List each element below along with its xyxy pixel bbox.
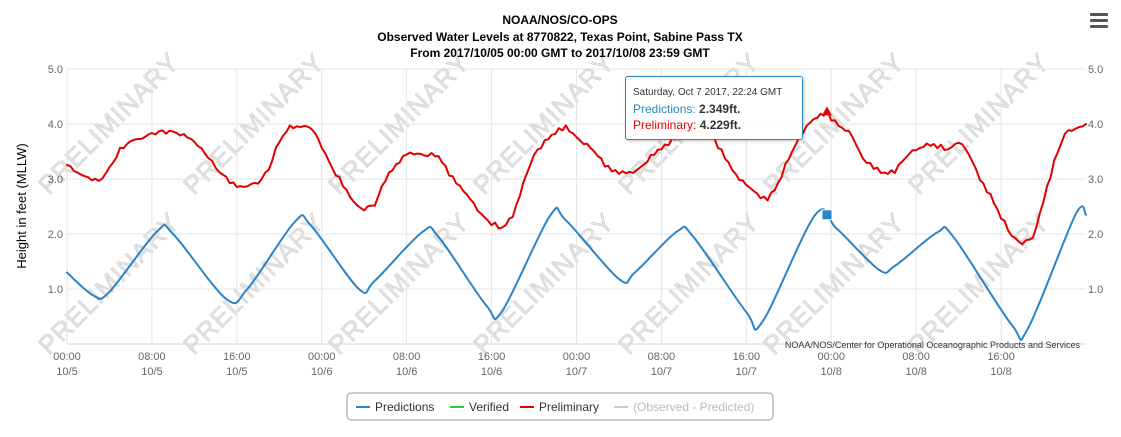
y-axis-label: Height in feet (MLLW) — [14, 143, 29, 268]
y-ticks-right: 5.0 4.0 3.0 2.0 1.0 — [1088, 64, 1103, 296]
y-tick-label-left: 4.0 — [48, 119, 63, 131]
x-tick-time: 08:00 — [138, 351, 166, 363]
legend-label: (Observed - Predicted) — [633, 400, 754, 414]
x-tick-date: 10/6 — [396, 366, 417, 378]
x-tick-date: 10/8 — [990, 366, 1011, 378]
legend-label: Predictions — [375, 400, 434, 414]
credits-text: NOAA/NOS/Center for Operational Oceanogr… — [785, 340, 1081, 350]
x-tick-time: 08:00 — [902, 351, 930, 363]
x-tick-time: 16:00 — [478, 351, 506, 363]
x-tick-time: 08:00 — [648, 351, 676, 363]
chart-subtitle-line2: From 2017/10/05 00:00 GMT to 2017/10/08 … — [410, 46, 710, 60]
watermark-text: PRELIMINARY — [757, 207, 910, 360]
legend-item-predictions[interactable]: Predictions — [356, 400, 434, 414]
predictions-hover-marker — [821, 209, 833, 221]
menu-bar-2 — [1090, 19, 1108, 22]
tooltip-predictions-value: 2.349ft. — [699, 102, 741, 116]
preliminary-hover-marker — [822, 106, 833, 116]
x-ticks: 00:00 10/5 08:00 10/5 16:00 10/5 00:00 10/6 08:0… — [53, 351, 1015, 378]
y-ticks-left: 5.0 4.0 3.0 2.0 1.0 — [48, 64, 63, 296]
legend: Predictions Verified Preliminary (Observed … — [346, 392, 774, 421]
series-line-preliminary — [66, 108, 1087, 246]
x-tick-time: 16:00 — [733, 351, 761, 363]
chart-subtitle-line1: Observed Water Levels at 8770822, Texas … — [377, 30, 743, 44]
chart-title: NOAA/NOS/CO-OPS — [502, 13, 617, 27]
y-tick-label-right: 2.0 — [1088, 229, 1103, 241]
x-tick-date: 10/7 — [566, 366, 587, 378]
y-tick-label-right: 1.0 — [1088, 284, 1103, 296]
x-tick-date: 10/8 — [905, 366, 926, 378]
y-tick-label-left: 5.0 — [48, 64, 63, 76]
x-tick-time: 16:00 — [223, 351, 251, 363]
x-tick-date: 10/8 — [821, 366, 842, 378]
y-tick-label-left: 3.0 — [48, 174, 63, 186]
x-tick-time: 16:00 — [987, 351, 1015, 363]
x-tick-date: 10/5 — [141, 366, 162, 378]
legend-label: Verified — [469, 400, 509, 414]
y-tick-label-left: 1.0 — [48, 284, 63, 296]
menu-bar-1 — [1090, 13, 1108, 16]
legend-item-verified[interactable]: Verified — [450, 400, 509, 414]
watermark-text: PRELIMINARY — [902, 207, 1055, 360]
watermark-layer: PRELIMINARYPRELIMINARYPRELIMINARYPRELIMI… — [32, 47, 1056, 361]
tooltip-predictions-label: Predictions: — [633, 102, 696, 116]
hover-markers — [821, 106, 833, 221]
legend-item-preliminary[interactable]: Preliminary — [520, 400, 599, 414]
x-tick-time: 08:00 — [393, 351, 421, 363]
tooltip-predictions-row: Predictions: 2.349ft. — [633, 102, 740, 116]
menu-bar-3 — [1090, 25, 1108, 28]
hamburger-menu-icon[interactable] — [1090, 13, 1108, 29]
watermark-text: PRELIMINARY — [322, 207, 475, 360]
x-tick-date: 10/6 — [481, 366, 502, 378]
hover-tooltip: Saturday, Oct 7 2017, 22:24 GMT Predicti… — [625, 76, 803, 140]
x-tick-date: 10/5 — [56, 366, 77, 378]
series-line-predictions — [66, 205, 1087, 341]
x-tick-time: 00:00 — [563, 351, 591, 363]
chart-titles: NOAA/NOS/CO-OPS Observed Water Levels at… — [377, 13, 743, 60]
legend-item-observed-predicted[interactable]: (Observed - Predicted) — [614, 400, 754, 414]
y-tick-label-left: 2.0 — [48, 229, 63, 241]
x-tick-time: 00:00 — [308, 351, 336, 363]
tooltip-preliminary-label: Preliminary: — [633, 118, 697, 132]
tooltip-preliminary-row: Preliminary: 4.229ft. — [633, 118, 741, 132]
watermark-text: PRELIMINARY — [177, 207, 330, 360]
tooltip-preliminary-value: 4.229ft. — [699, 118, 742, 132]
x-tick-date: 10/6 — [311, 366, 332, 378]
tooltip-date: Saturday, Oct 7 2017, 22:24 GMT — [633, 87, 783, 98]
watermark-text: PRELIMINARY — [467, 207, 620, 360]
x-tick-date: 10/5 — [226, 366, 247, 378]
legend-box — [346, 392, 774, 421]
x-tick-time: 00:00 — [817, 351, 845, 363]
y-tick-label-right: 4.0 — [1088, 119, 1103, 131]
legend-label: Preliminary — [539, 400, 599, 414]
series-lines — [66, 108, 1087, 341]
y-tick-label-right: 5.0 — [1088, 64, 1103, 76]
y-tick-label-right: 3.0 — [1088, 174, 1103, 186]
x-tick-date: 10/7 — [651, 366, 672, 378]
x-tick-time: 00:00 — [53, 351, 81, 363]
x-tick-date: 10/7 — [736, 366, 757, 378]
